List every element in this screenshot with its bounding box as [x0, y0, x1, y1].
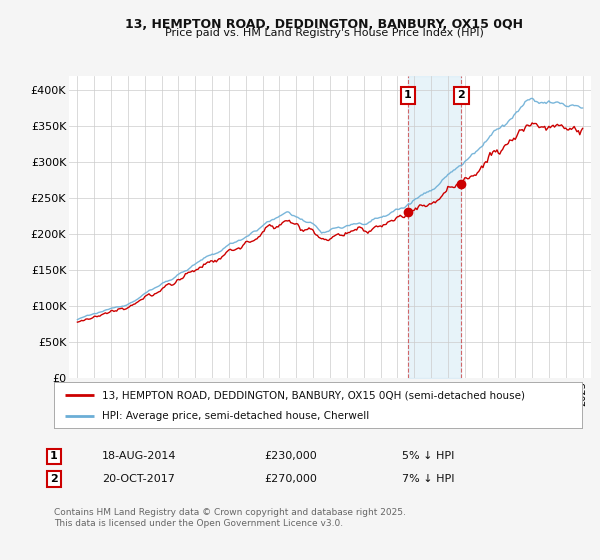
Text: 5% ↓ HPI: 5% ↓ HPI	[402, 451, 454, 461]
Text: 1: 1	[50, 451, 58, 461]
Text: HPI: Average price, semi-detached house, Cherwell: HPI: Average price, semi-detached house,…	[101, 412, 369, 422]
Text: Price paid vs. HM Land Registry's House Price Index (HPI): Price paid vs. HM Land Registry's House …	[164, 28, 484, 38]
Text: 2: 2	[457, 90, 465, 100]
Text: 13, HEMPTON ROAD, DEDDINGTON, BANBURY, OX15 0QH (semi-detached house): 13, HEMPTON ROAD, DEDDINGTON, BANBURY, O…	[101, 390, 524, 400]
Text: 2: 2	[50, 474, 58, 484]
Text: £230,000: £230,000	[264, 451, 317, 461]
Text: 7% ↓ HPI: 7% ↓ HPI	[402, 474, 455, 484]
Text: 20-OCT-2017: 20-OCT-2017	[102, 474, 175, 484]
Text: £270,000: £270,000	[264, 474, 317, 484]
Text: 13, HEMPTON ROAD, DEDDINGTON, BANBURY, OX15 0QH: 13, HEMPTON ROAD, DEDDINGTON, BANBURY, O…	[125, 18, 523, 31]
Text: 1: 1	[404, 90, 412, 100]
Text: Contains HM Land Registry data © Crown copyright and database right 2025.
This d: Contains HM Land Registry data © Crown c…	[54, 508, 406, 528]
Text: 18-AUG-2014: 18-AUG-2014	[102, 451, 176, 461]
